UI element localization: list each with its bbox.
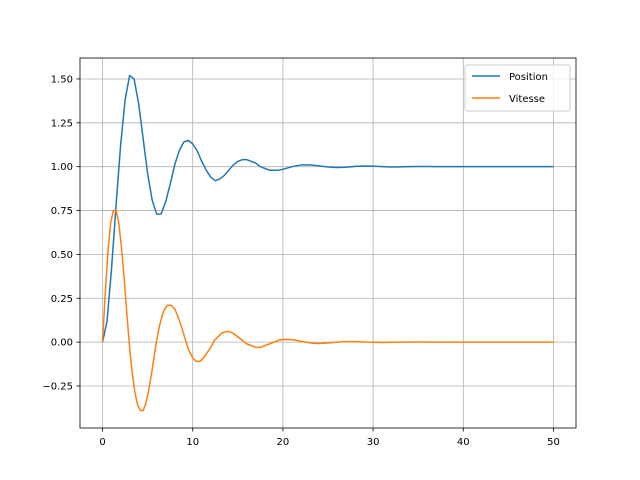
x-tick-label: 10 [186,437,199,448]
x-tick-label: 50 [547,437,560,448]
x-axis: 0 10 20 30 40 50 [99,428,560,448]
y-tick-label: 1.50 [51,74,73,85]
y-tick-label: 1.25 [51,118,73,129]
series-line-vitesse [101,209,554,412]
series-lines [101,74,554,412]
plot-area [80,58,576,428]
legend: Position Vitesse [464,64,571,112]
legend-label-position: Position [509,72,548,83]
grid [80,58,576,428]
y-tick-label: 0.00 [51,338,73,349]
y-tick-label: −0.25 [42,381,73,392]
series-line-position [101,74,554,343]
y-tick-label: 0.25 [51,294,73,305]
x-tick-label: 0 [99,437,105,448]
legend-label-vitesse: Vitesse [509,94,545,105]
plot-frame [79,57,577,429]
x-tick-label: 40 [457,437,470,448]
x-tick-label: 20 [277,437,290,448]
y-axis: −0.25 0.00 0.25 0.50 0.75 1.00 1.25 1.50 [42,74,80,392]
y-tick-label: 1.00 [51,162,73,173]
y-tick-label: 0.50 [51,250,73,261]
x-tick-label: 30 [367,437,380,448]
y-tick-label: 0.75 [51,206,73,217]
